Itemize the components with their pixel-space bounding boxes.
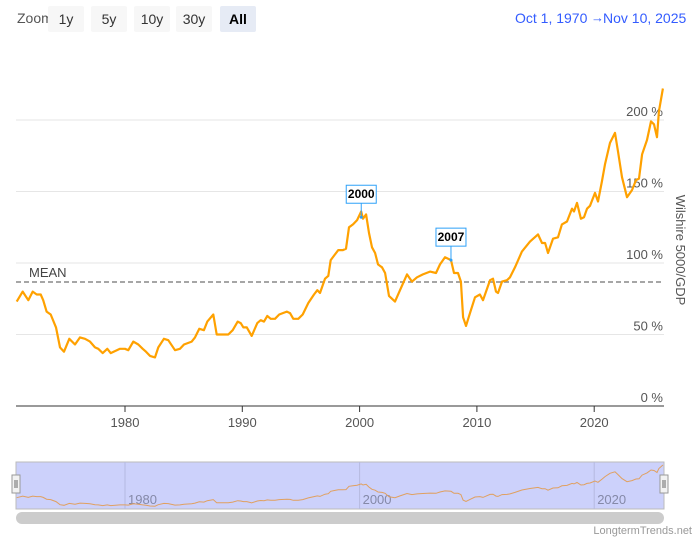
x-tick-label: 2020 <box>580 415 609 430</box>
zoom-30y-button[interactable]: 30y <box>176 6 212 32</box>
flag-label: 2000 <box>348 187 375 201</box>
zoom-1y-button[interactable]: 1y <box>48 6 84 32</box>
navigator-selection <box>15 461 665 510</box>
y-axis-title: Wilshire 5000/GDP <box>673 195 688 306</box>
navigator-handle-right[interactable] <box>659 474 669 494</box>
navigator-handle-left[interactable] <box>11 474 21 494</box>
mean-label: MEAN <box>29 265 67 280</box>
range-from-input[interactable]: Oct 1, 1970 <box>515 10 588 26</box>
zoom-5y-button[interactable]: 5y <box>91 6 127 32</box>
x-tick-label: 2010 <box>462 415 491 430</box>
range-to-input[interactable]: Nov 10, 2025 <box>603 10 687 26</box>
zoom-all-button[interactable]: All <box>220 6 256 32</box>
range-separator: → <box>591 10 604 25</box>
x-tick-label: 2000 <box>345 415 374 430</box>
navigator-scrollbar[interactable] <box>16 512 664 524</box>
series-line <box>15 88 664 359</box>
flag-box <box>345 184 377 204</box>
navigator-series <box>16 464 664 507</box>
y-tick-label: 50 % <box>633 319 663 334</box>
navigator-tick-label: 1980 <box>128 492 157 507</box>
y-tick-label: 0 % <box>641 390 664 405</box>
navigator-tick-label: 2000 <box>363 492 392 507</box>
x-tick-label: 1990 <box>228 415 257 430</box>
y-tick-label: 200 % <box>626 104 663 119</box>
flag-point <box>359 215 363 219</box>
flag-label: 2007 <box>438 230 465 244</box>
flag-point <box>449 258 453 262</box>
x-tick-label: 1980 <box>111 415 140 430</box>
credit-link[interactable]: LongtermTrends.net <box>593 525 692 537</box>
zoom-label: Zoom <box>17 10 49 26</box>
y-tick-label: 100 % <box>626 247 663 262</box>
zoom-10y-button[interactable]: 10y <box>134 6 170 32</box>
navigator-tick-label: 2020 <box>597 492 626 507</box>
flag-box <box>435 227 467 247</box>
